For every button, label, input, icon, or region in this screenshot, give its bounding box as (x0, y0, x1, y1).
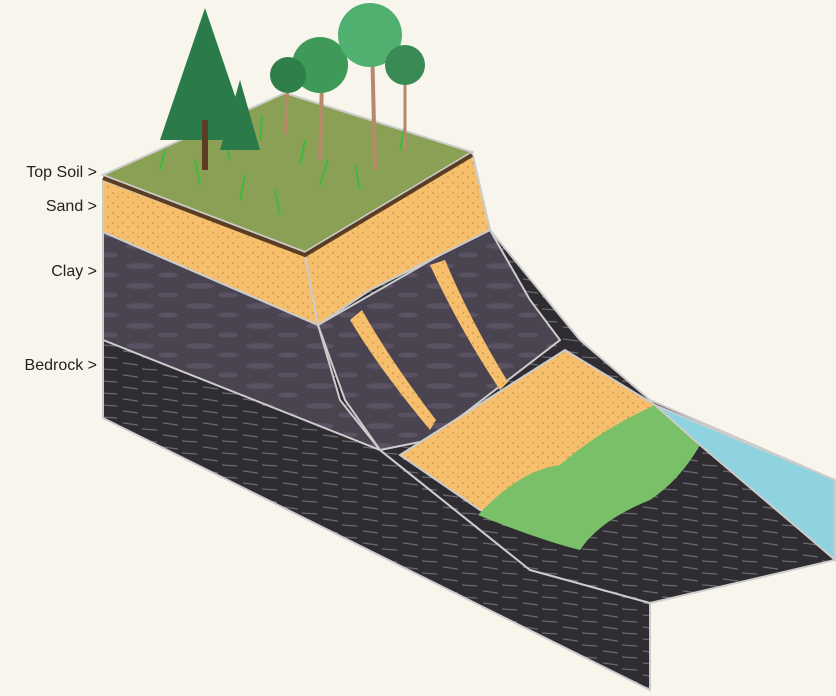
top-soil-edge (102, 153, 474, 258)
sand-streak (350, 310, 436, 430)
sand-streak (430, 260, 508, 390)
layer-label: Bedrock > (25, 357, 97, 374)
water (654, 404, 836, 563)
layer-label: Clay > (51, 263, 97, 280)
vegetation-patch (478, 405, 700, 550)
layer-label: Sand > (46, 198, 97, 215)
layer-label: Top Soil > (26, 164, 97, 181)
trees (160, 3, 425, 171)
